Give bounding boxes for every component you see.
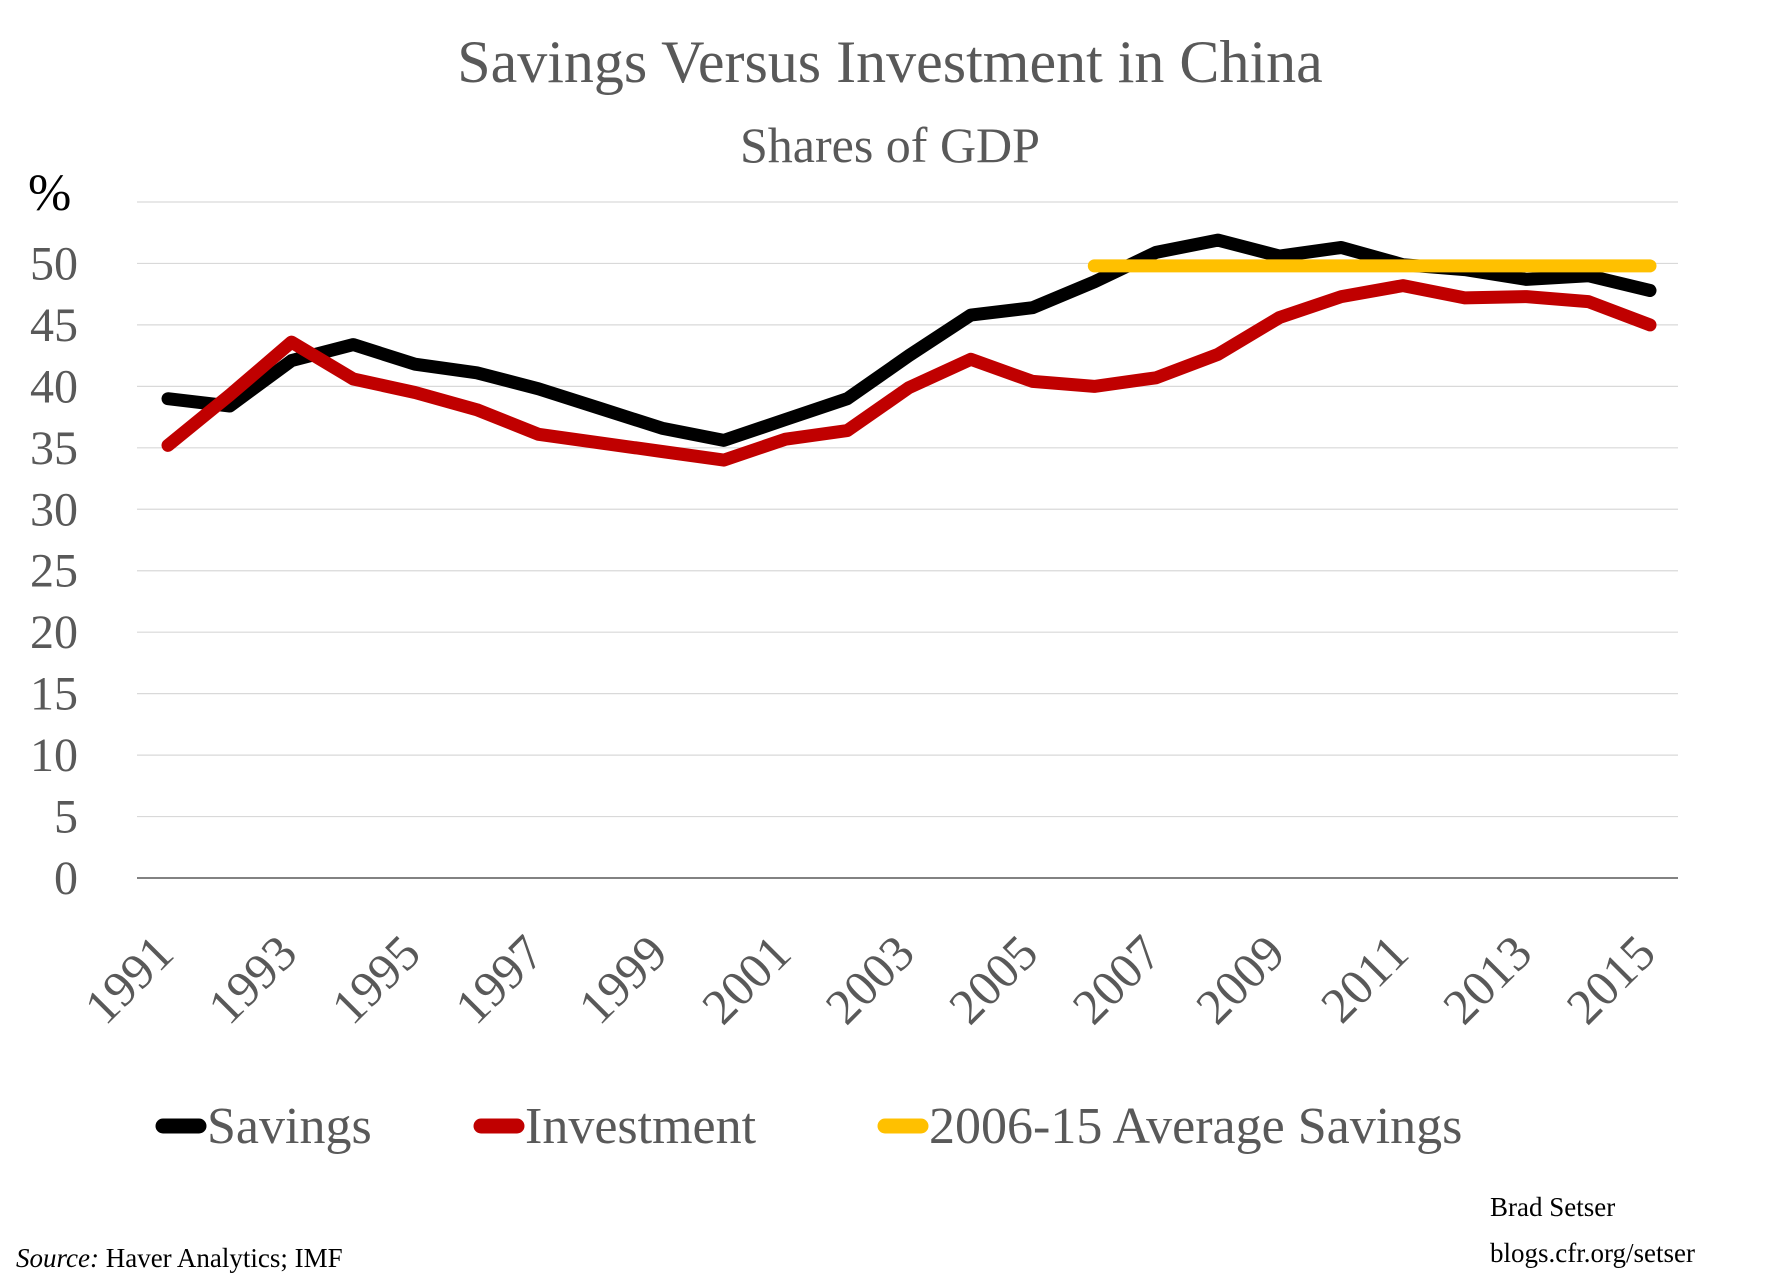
legend-label: Savings bbox=[207, 1098, 372, 1155]
x-tick-label: 2015 bbox=[1555, 924, 1665, 1034]
x-tick-label: 2001 bbox=[691, 924, 801, 1034]
y-tick-label: 35 bbox=[30, 422, 78, 475]
legend-label: 2006-15 Average Savings bbox=[929, 1098, 1462, 1155]
y-tick-label: 20 bbox=[30, 606, 78, 659]
x-tick-label: 2005 bbox=[938, 924, 1048, 1034]
y-tick-label: 15 bbox=[30, 668, 78, 721]
legend: Savings Investment 2006-15 Average Savings bbox=[155, 1098, 1462, 1155]
legend-label: Investment bbox=[525, 1098, 757, 1155]
source-note: Source: Haver Analytics; IMF bbox=[16, 1243, 343, 1273]
x-tick-label: 1999 bbox=[567, 924, 677, 1034]
series-line-investment bbox=[161, 279, 1657, 467]
source-text: Haver Analytics; IMF bbox=[99, 1243, 343, 1273]
author-url: blogs.cfr.org/setser bbox=[1490, 1238, 1695, 1268]
y-tick-label: 5 bbox=[54, 791, 78, 844]
x-tick-label: 2009 bbox=[1185, 924, 1295, 1034]
y-tick-label: 0 bbox=[54, 852, 78, 905]
x-tick-label: 2011 bbox=[1310, 924, 1419, 1033]
x-tick-label: 2007 bbox=[1061, 924, 1171, 1034]
y-tick-label: 45 bbox=[30, 299, 78, 352]
x-tick-label: 2003 bbox=[814, 924, 924, 1034]
y-tick-label: 40 bbox=[30, 360, 78, 413]
source-label: Source: bbox=[16, 1243, 99, 1273]
y-tick-label: 10 bbox=[30, 729, 78, 782]
x-tick-label: 1995 bbox=[320, 924, 430, 1034]
y-tick-label: 25 bbox=[30, 545, 78, 598]
y-tick-label: 30 bbox=[30, 483, 78, 536]
x-tick-label: 1993 bbox=[197, 924, 307, 1034]
x-tick-label: 1997 bbox=[444, 924, 554, 1034]
y-tick-label: 50 bbox=[30, 237, 78, 290]
x-tick-label: 1991 bbox=[73, 924, 183, 1034]
x-tick-label: 2013 bbox=[1432, 924, 1542, 1034]
author: Brad Setser bbox=[1490, 1192, 1615, 1222]
y-axis-label: % bbox=[28, 165, 71, 222]
chart-title: Savings Versus Investment in China bbox=[457, 29, 1323, 95]
chart-subtitle: Shares of GDP bbox=[740, 117, 1040, 173]
